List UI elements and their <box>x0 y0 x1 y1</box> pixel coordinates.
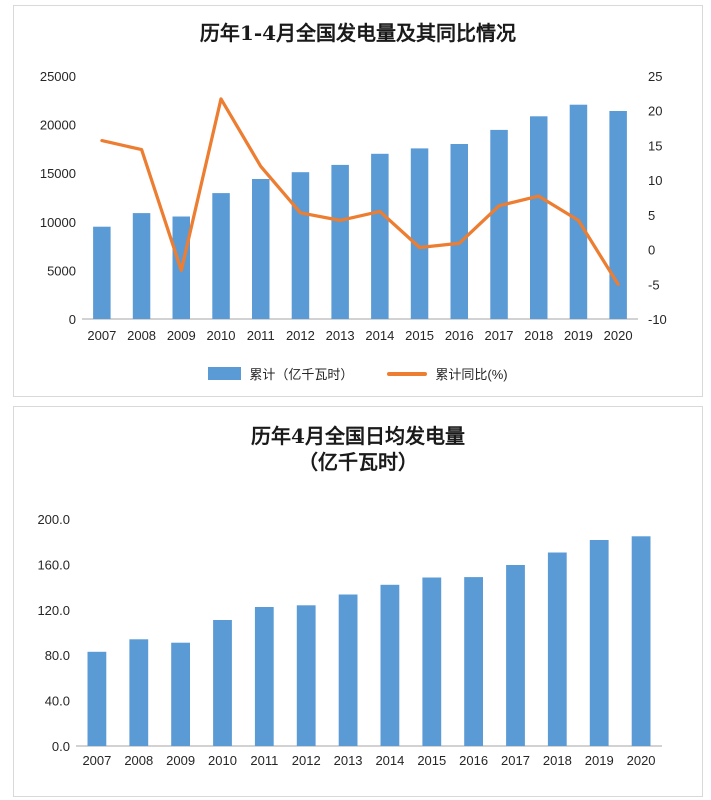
x-axis-label: 2018 <box>524 328 553 343</box>
x-axis-label: 2008 <box>127 328 156 343</box>
left-axis-tick: 5000 <box>47 263 76 278</box>
bar-2012 <box>296 605 316 746</box>
left-axis-tick: 25000 <box>40 69 76 84</box>
bar-2014 <box>380 584 400 746</box>
bar-chart-plot: 0.0 40.0 80.0 120.0 160.0 200.0 2007 2008 2009 20… <box>37 512 662 768</box>
x-axis-label: 2019 <box>564 328 593 343</box>
right-axis-tick: 10 <box>648 173 662 188</box>
bar-2016 <box>450 144 468 319</box>
combo-chart-plot: 0 5000 10000 15000 20000 25000 -10 -5 0 5 10 15 20 25… <box>40 69 667 343</box>
left-axis-tick: 10000 <box>40 215 76 230</box>
right-axis-tick: 5 <box>648 208 655 223</box>
bar-2018 <box>530 116 548 319</box>
x-axis-label: 2010 <box>208 753 237 768</box>
bar-2011 <box>254 607 274 746</box>
bar-2007 <box>87 651 107 746</box>
y-axis-tick: 200.0 <box>37 512 70 527</box>
bar-2018 <box>547 552 567 746</box>
x-axis-label: 2013 <box>326 328 355 343</box>
bar-2008 <box>129 639 149 746</box>
chart1-title: 历年1-4月全国发电量及其同比情况 <box>199 21 517 45</box>
chart2-title: 历年4月全国日均发电量 <box>251 424 465 448</box>
x-axis-label: 2007 <box>82 753 111 768</box>
bar-2013 <box>331 164 349 319</box>
left-axis-tick: 0 <box>69 312 76 327</box>
bar-2009 <box>171 642 190 746</box>
x-axis-label: 2012 <box>286 328 315 343</box>
legend-label-yoy: 累计同比(%) <box>435 367 508 382</box>
bar-2020 <box>631 536 651 746</box>
x-axis-label: 2008 <box>124 753 153 768</box>
bar-2019 <box>569 104 588 319</box>
x-axis-label: 2015 <box>405 328 434 343</box>
y-axis-tick: 160.0 <box>37 557 70 572</box>
x-axis-label: 2007 <box>87 328 116 343</box>
bar-2013 <box>338 594 358 746</box>
chart1-legend: 累计（亿千瓦时） 累计同比(%) <box>14 364 702 383</box>
chart-panel-daily-average: 历年4月全国日均发电量 （亿千瓦时） 0.0 40.0 80.0 120.0 160.0… <box>13 406 703 797</box>
yoy-line <box>100 97 620 286</box>
x-axis-label: 2018 <box>543 753 572 768</box>
x-axis-label: 2017 <box>501 753 530 768</box>
bar-2020 <box>609 111 627 319</box>
bar-2017 <box>490 129 508 319</box>
bar-2010 <box>212 193 230 319</box>
right-axis-tick: 0 <box>648 243 655 258</box>
x-axis-label: 2010 <box>207 328 236 343</box>
line-swatch-icon <box>387 371 428 376</box>
y-axis-tick: 40.0 <box>45 694 70 709</box>
x-axis-label: 2009 <box>167 328 196 343</box>
x-axis-label: 2015 <box>417 753 446 768</box>
x-axis-label: 2020 <box>627 753 656 768</box>
right-axis-tick: -5 <box>648 277 660 292</box>
bar-2014 <box>371 153 389 319</box>
x-axis-label: 2011 <box>247 328 275 343</box>
legend-label-cumulative: 累计（亿千瓦时） <box>249 367 354 382</box>
y-axis-tick: 0.0 <box>52 739 70 754</box>
bar-2010 <box>213 620 232 746</box>
bar-2015 <box>410 148 429 319</box>
x-axis-label: 2014 <box>375 753 404 768</box>
bar-swatch-icon <box>208 367 242 380</box>
right-axis-tick: 15 <box>648 138 662 153</box>
chart-panel-generation-yoy: 历年1-4月全国发电量及其同比情况 0 5000 10000 15000 20000 25… <box>13 5 703 397</box>
x-axis-label: 2014 <box>365 328 394 343</box>
legend-item-yoy: 累计同比(%) <box>387 364 508 383</box>
bar-2011 <box>252 179 270 319</box>
bar-2012 <box>291 172 310 319</box>
x-axis-label: 2016 <box>459 753 488 768</box>
x-axis-label: 2013 <box>334 753 363 768</box>
right-axis-tick: 20 <box>648 104 662 119</box>
bar-2007 <box>93 226 111 319</box>
x-axis-label: 2019 <box>585 753 614 768</box>
bar-2015 <box>422 577 442 746</box>
legend-item-cumulative: 累计（亿千瓦时） <box>208 364 353 383</box>
y-axis-tick: 80.0 <box>45 648 70 663</box>
x-axis-label: 2012 <box>292 753 321 768</box>
left-axis-tick: 20000 <box>40 118 76 133</box>
x-axis-label: 2017 <box>485 328 514 343</box>
y-axis-tick: 120.0 <box>37 603 70 618</box>
bar-2008 <box>132 213 151 319</box>
right-axis-tick: 25 <box>648 69 662 84</box>
x-axis-label: 2020 <box>604 328 633 343</box>
bar-2019 <box>589 540 609 746</box>
left-axis-tick: 15000 <box>40 166 76 181</box>
x-axis-label: 2011 <box>250 753 278 768</box>
chart2-subtitle: （亿千瓦时） <box>298 450 418 474</box>
bar-2017 <box>506 565 525 746</box>
right-axis-tick: -10 <box>648 312 667 327</box>
x-axis-label: 2016 <box>445 328 474 343</box>
x-axis-label: 2009 <box>166 753 195 768</box>
bar-2016 <box>464 577 483 746</box>
